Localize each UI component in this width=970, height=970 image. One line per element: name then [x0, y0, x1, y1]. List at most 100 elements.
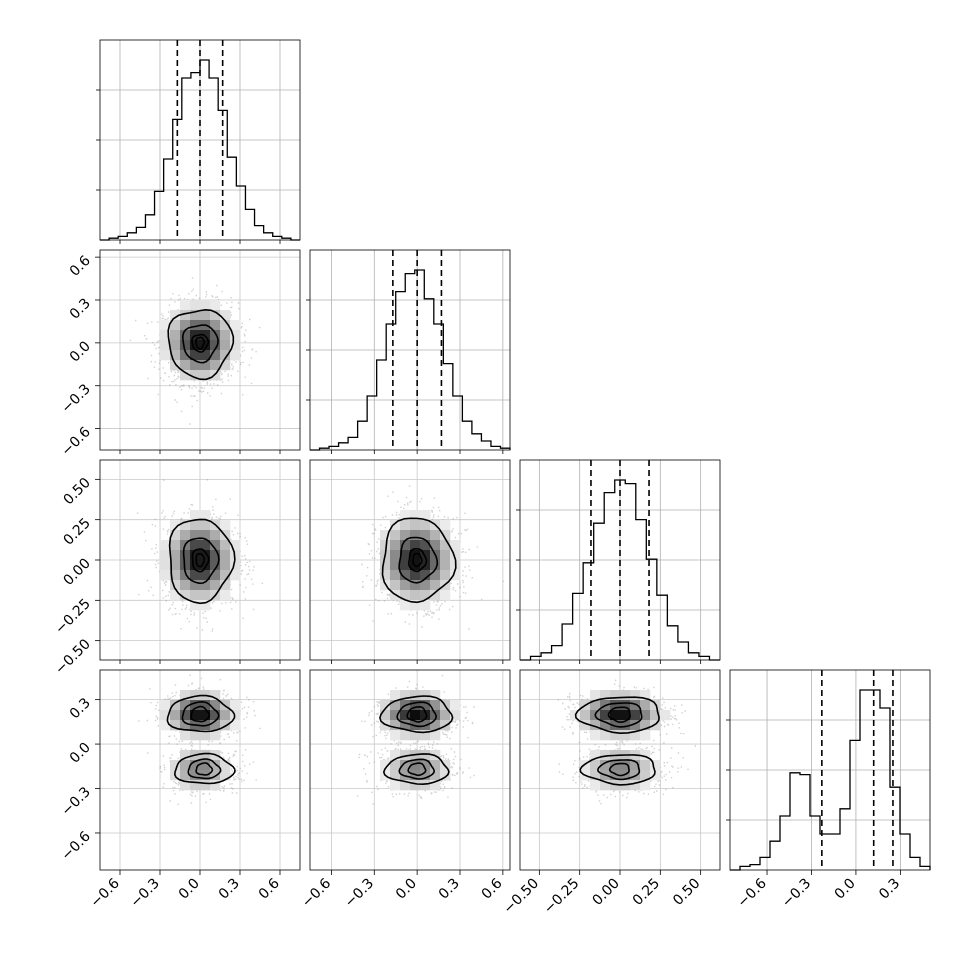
density-cell — [160, 550, 171, 561]
density-cell — [420, 580, 431, 591]
density-cell — [180, 310, 191, 321]
density-cell — [400, 570, 411, 581]
density-cell — [450, 550, 461, 561]
density-cell — [190, 300, 201, 311]
density-cell — [190, 780, 201, 791]
contour-upper-0 — [406, 705, 428, 723]
density-cell — [640, 750, 651, 761]
density-cell — [640, 690, 651, 701]
density-cell — [630, 710, 641, 721]
x-tick-label: 0.50 — [670, 876, 703, 909]
density-cell — [160, 320, 171, 331]
x-tick-label: −0.3 — [127, 876, 162, 911]
density-cell — [170, 350, 181, 361]
contour-upper-1 — [396, 701, 438, 728]
density-cell — [170, 340, 181, 351]
density-cell — [210, 580, 221, 591]
density-cell — [410, 550, 421, 561]
density-cell — [180, 720, 191, 731]
x-tick-label: −0.50 — [501, 876, 543, 918]
density-cell — [180, 550, 191, 561]
density-cell — [190, 600, 201, 611]
density-cell — [450, 700, 461, 711]
density-cell — [200, 520, 211, 531]
density-cell — [180, 580, 191, 591]
density-cell — [430, 570, 441, 581]
density-cell — [420, 770, 431, 781]
density-cell — [180, 520, 191, 531]
contour-lower-2 — [382, 753, 450, 786]
density-cell — [170, 530, 181, 541]
density-cell — [170, 550, 181, 561]
contour-lower-0 — [407, 762, 427, 777]
density-cell — [400, 530, 411, 541]
density-cell — [440, 520, 451, 531]
density-cell — [210, 360, 221, 371]
density-cell — [430, 770, 441, 781]
y-tick-label: 0.0 — [67, 740, 94, 767]
density-cell — [170, 320, 181, 331]
density-cell — [190, 550, 201, 561]
density-cell — [380, 560, 391, 571]
density-cell — [220, 350, 231, 361]
density-cell — [210, 710, 221, 721]
density-cell — [180, 770, 191, 781]
density-cell — [210, 340, 221, 351]
density-cell — [380, 710, 391, 721]
density-cell — [180, 760, 191, 771]
density-cell — [170, 330, 181, 341]
density-cell — [400, 560, 411, 571]
density-cell — [200, 600, 211, 611]
histogram-panel-1 — [306, 249, 511, 451]
density-cell — [190, 730, 201, 741]
contour-2 — [168, 518, 236, 605]
density-cell — [600, 750, 611, 761]
density-cell — [180, 330, 191, 341]
contour-0 — [191, 333, 210, 353]
y-tick-label: −0.25 — [52, 596, 94, 638]
density-cell — [390, 540, 401, 551]
x-tick-label: 0.6 — [256, 875, 283, 902]
density-cell — [390, 560, 401, 571]
density-cell — [390, 760, 401, 771]
density-cell — [440, 540, 451, 551]
y-tick-label: −0.6 — [58, 828, 93, 863]
x-tick-label: 0.3 — [436, 876, 463, 903]
density-cell — [190, 370, 201, 381]
density-cell — [430, 540, 441, 551]
density-cell — [390, 730, 401, 741]
contour-upper-2 — [379, 695, 454, 734]
density-cell — [210, 530, 221, 541]
density-cell — [190, 530, 201, 541]
density-cell — [180, 700, 191, 711]
density-cell — [160, 560, 171, 571]
density-cell — [220, 540, 231, 551]
density-cell — [580, 760, 591, 771]
density-cell — [410, 510, 421, 521]
density-cell — [600, 690, 611, 701]
density-cell — [200, 550, 211, 561]
density-cell — [210, 550, 221, 561]
density-cell — [190, 710, 201, 721]
density-cell — [640, 760, 651, 771]
density-cell — [420, 600, 431, 611]
density-cell — [200, 310, 211, 321]
density-cell — [440, 590, 451, 601]
density-cell — [190, 350, 201, 361]
density-cell — [180, 750, 191, 761]
density-cell — [190, 340, 201, 351]
density-cell — [430, 530, 441, 541]
density-cell — [170, 720, 181, 731]
density-cell — [610, 760, 621, 771]
density-cell — [430, 560, 441, 571]
density-cell — [230, 350, 241, 361]
density-cell — [220, 360, 231, 371]
contour-lower-2 — [173, 752, 236, 785]
density-cell — [210, 560, 221, 571]
y-axis-3: −0.6 −0.3 0.0 0.3 — [58, 695, 100, 864]
density-cell — [630, 690, 641, 701]
density-cell — [420, 530, 431, 541]
density-cell — [220, 580, 231, 591]
density-cell — [180, 710, 191, 721]
density-cell — [220, 310, 231, 321]
